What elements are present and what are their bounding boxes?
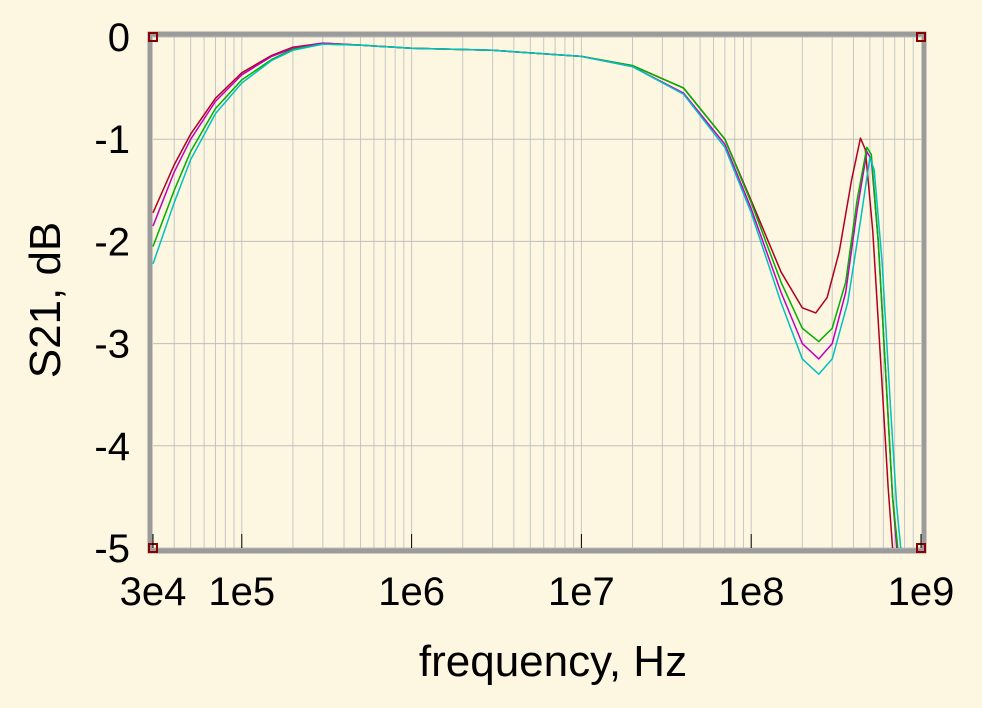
x-tick-label: 1e7 [548,570,615,614]
x-axis-title: frequency, Hz [419,637,687,686]
corner-marker [916,32,926,42]
grid [153,36,921,549]
y-axis-title: S21, dB [21,222,70,379]
series-line-4 [152,43,902,549]
series-line-3 [152,43,899,549]
x-tick-label: 1e5 [208,570,275,614]
corner-marker [148,32,158,42]
x-tick-label: 1e6 [378,570,445,614]
x-tick-label: 1e9 [888,570,955,614]
plot-frame [147,31,927,554]
x-tick-label: 1e8 [718,570,785,614]
series-line-2 [152,42,898,549]
y-tick-label: -4 [94,425,130,469]
y-tick-labels: 0 -1 -2 -3 -4 -5 [94,16,130,571]
series-layer [152,42,902,549]
y-tick-label: -3 [94,323,130,367]
y-tick-label: 0 [108,16,130,60]
x-tick-label: 3e4 [120,570,187,614]
y-tick-label: -2 [94,220,130,264]
y-tick-label: -1 [94,118,130,162]
plot-background [153,37,921,548]
x-tick-labels: 3e4 1e5 1e6 1e7 1e8 1e9 [120,534,955,614]
y-tick-label: -5 [94,527,130,571]
